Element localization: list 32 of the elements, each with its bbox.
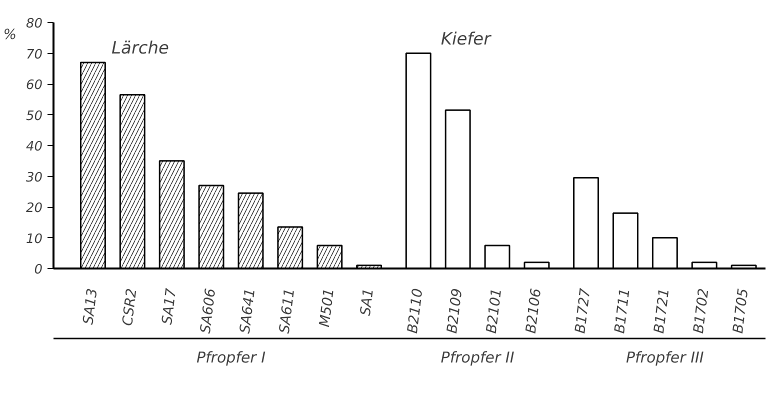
text: Pfropfer III: [626, 348, 704, 366]
y-tick-label: 0: [34, 262, 43, 278]
y-tick-label: 30: [26, 170, 43, 186]
y-tick-label: 80: [26, 16, 43, 32]
x-tick-label: SA611: [276, 288, 298, 334]
x-tick-label: SA17: [160, 287, 180, 326]
x-tick-label: SA1: [358, 288, 378, 317]
x-tick-label: SA13: [80, 288, 101, 326]
y-tick-label: 60: [26, 78, 43, 93]
x-tick-label: B2106: [523, 287, 545, 334]
series-label: Kiefer: [440, 29, 492, 50]
x-tick-label: B2109: [444, 287, 466, 334]
y-axis-title: %: [3, 26, 17, 43]
text: Pfropfer I: [196, 348, 266, 366]
x-tick-label: B1711: [612, 288, 634, 334]
y-tick-label: 20: [26, 201, 43, 216]
x-tick-label: B2101: [484, 288, 506, 334]
x-tick-label: CSR2: [120, 287, 140, 327]
y-tick-label: 70: [26, 47, 43, 62]
x-tick-label: B1702: [690, 287, 712, 334]
x-tick-label: B1727: [572, 287, 594, 334]
x-tick-label: B1705: [730, 287, 752, 334]
text: Pfropfer II: [440, 348, 515, 366]
x-tick-label: B2110: [404, 287, 426, 334]
series-label: Lärche: [112, 38, 170, 58]
y-tick-label: 10: [26, 232, 43, 247]
x-tick-label: SA641: [237, 288, 259, 334]
y-tick-label: 50: [26, 108, 43, 124]
x-tick-label: SA606: [198, 287, 220, 334]
x-tick-label: M501: [317, 288, 338, 328]
y-tick-label: 40: [26, 140, 43, 154]
x-tick-label: B1721: [652, 288, 673, 334]
